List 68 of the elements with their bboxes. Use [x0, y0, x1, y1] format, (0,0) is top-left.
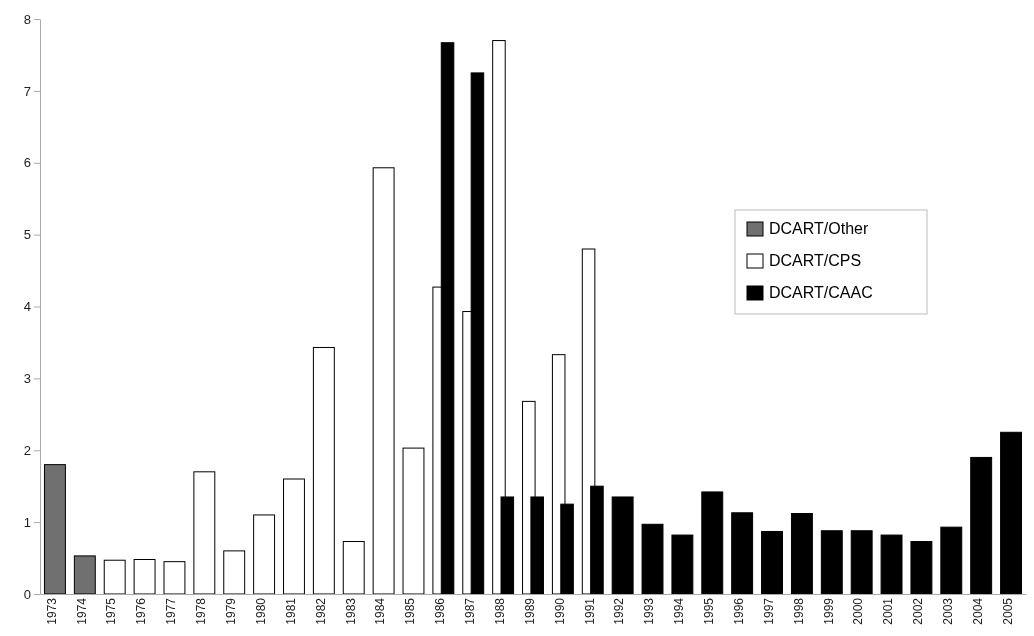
x-tick-label: 1986 — [433, 597, 448, 625]
bar — [372, 167, 395, 595]
x-tick-label: 2005 — [1000, 597, 1015, 625]
x-tick-label: 2000 — [851, 597, 866, 625]
bar — [970, 456, 993, 595]
bar — [761, 530, 783, 595]
bar — [223, 550, 246, 595]
x-tick-label: 1988 — [492, 597, 507, 625]
bar — [103, 559, 126, 595]
bar — [940, 526, 963, 595]
x-tick-label: 1977 — [164, 597, 179, 625]
x-tick-label: 1975 — [104, 597, 119, 625]
x-tick-label: 1997 — [761, 597, 776, 625]
bar — [880, 534, 903, 595]
bar — [163, 561, 186, 595]
x-tick-label: 2001 — [881, 597, 896, 625]
bar — [790, 513, 813, 595]
y-tick-label: 6 — [23, 155, 31, 171]
legend-label: DCART/Other — [769, 220, 869, 237]
x-tick-label: 1985 — [403, 597, 418, 625]
y-tick-label: 5 — [23, 227, 31, 243]
x-tick-label: 1982 — [313, 597, 328, 625]
x-tick-label: 1979 — [223, 597, 238, 625]
x-tick-label: 1984 — [373, 597, 388, 625]
x-tick-label: 1987 — [463, 597, 478, 625]
x-tick-label: 1993 — [642, 597, 657, 625]
x-tick-label: 1996 — [731, 597, 746, 625]
legend-label: DCART/CPS — [769, 252, 862, 269]
y-tick-label: 8 — [23, 11, 31, 27]
bar — [73, 555, 96, 595]
bar — [910, 541, 933, 595]
bar — [671, 534, 694, 595]
x-tick-label: 1973 — [44, 597, 59, 625]
x-tick-label: 1992 — [612, 597, 627, 625]
y-tick-label: 7 — [23, 83, 31, 99]
bar — [820, 530, 843, 595]
bar — [731, 512, 754, 595]
x-tick-label: 1978 — [194, 597, 209, 625]
bar — [133, 559, 156, 595]
x-tick-label: 2003 — [941, 597, 956, 625]
x-tick-label: 1998 — [791, 597, 806, 625]
x-tick-label: 1995 — [702, 597, 717, 625]
x-tick-label: 1983 — [343, 597, 358, 625]
bar — [283, 478, 305, 595]
x-tick-label: 1999 — [821, 597, 836, 625]
legend-label: DCART/CAAC — [769, 284, 873, 301]
x-tick-label: 1981 — [283, 597, 298, 625]
bar — [193, 471, 216, 595]
bar — [850, 530, 873, 595]
bar — [701, 491, 724, 595]
y-tick-label: 0 — [23, 586, 31, 602]
x-tick-label: 1990 — [552, 597, 567, 625]
x-tick-label: 1976 — [134, 597, 149, 625]
x-tick-label: 2002 — [911, 597, 926, 625]
x-tick-label: 1994 — [672, 597, 687, 625]
y-tick-label: 4 — [23, 299, 31, 315]
x-tick-label: 2004 — [970, 597, 985, 625]
y-tick-label: 3 — [23, 371, 31, 387]
bar — [43, 464, 66, 595]
bar — [342, 541, 365, 595]
x-tick-label: 1989 — [522, 597, 537, 625]
y-tick-label: 1 — [23, 514, 31, 530]
bar — [253, 514, 276, 595]
bar — [312, 346, 335, 595]
y-tick-label: 2 — [23, 442, 31, 458]
x-tick-label: 1991 — [582, 597, 597, 625]
x-tick-label: 1980 — [253, 597, 268, 625]
x-tick-label: 1974 — [74, 597, 89, 625]
